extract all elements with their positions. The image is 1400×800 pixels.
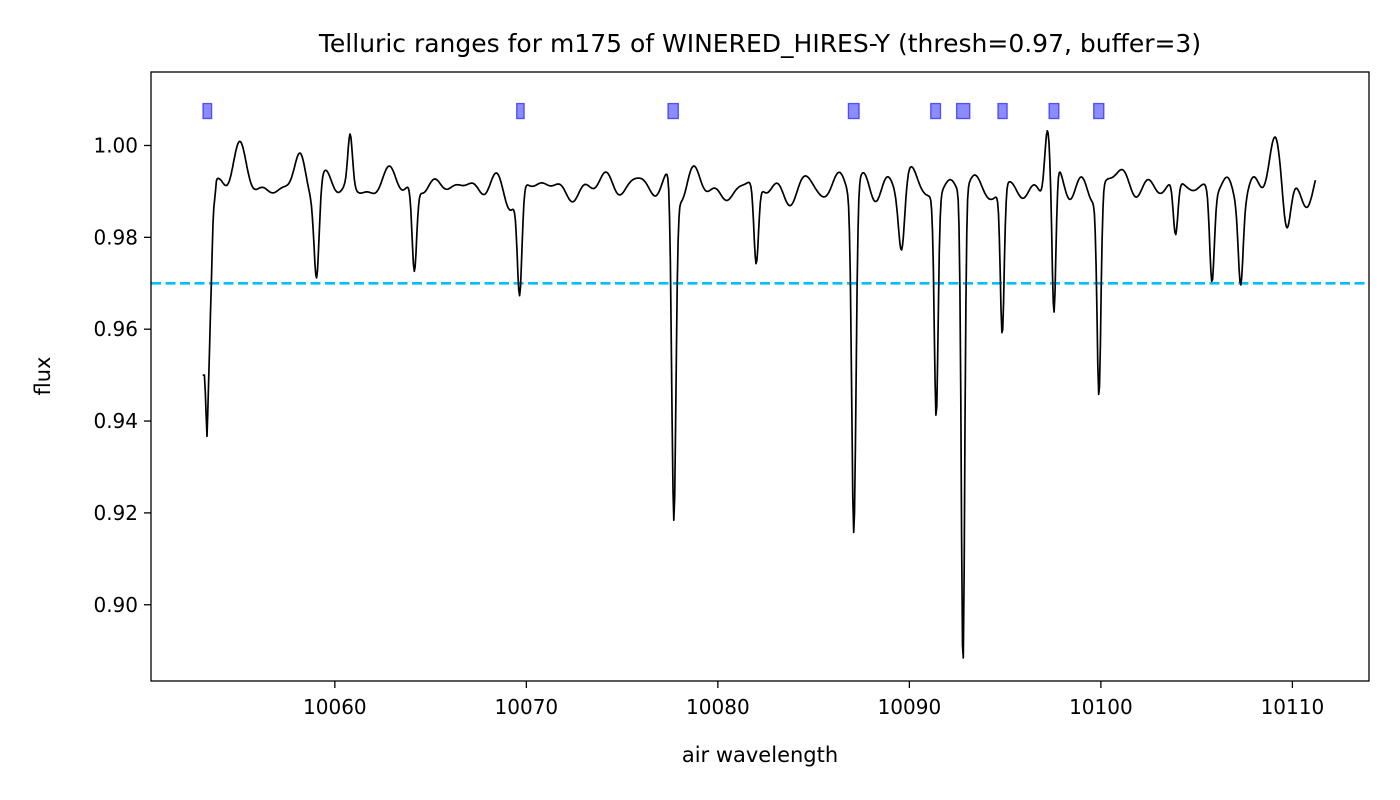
chart-title: Telluric ranges for m175 of WINERED_HIRE… [318, 29, 1201, 58]
x-tick-label: 10060 [303, 695, 367, 719]
x-tick-label: 10100 [1069, 695, 1133, 719]
x-tick-label: 10090 [878, 695, 942, 719]
telluric-range-marker-5 [930, 102, 942, 120]
telluric-range-marker-3 [667, 102, 679, 120]
x-tick-label: 10070 [495, 695, 559, 719]
spectrum-line-1 [202, 129, 1317, 659]
plot-area [151, 102, 1369, 659]
telluric-range-marker-9 [1093, 102, 1105, 120]
x-tick-label: 10110 [1261, 695, 1325, 719]
telluric-range-marker-8 [1048, 102, 1060, 120]
x-tick-label: 10080 [686, 695, 750, 719]
y-tick-label: 0.96 [93, 317, 138, 341]
y-tick-label: 0.92 [93, 501, 138, 525]
x-axis-label: air wavelength [682, 743, 838, 767]
telluric-range-marker-1 [202, 102, 213, 120]
plot-frame [150, 71, 1370, 682]
y-axis-label: flux [31, 357, 55, 396]
y-tick-label: 0.98 [93, 225, 138, 249]
telluric-range-marker-4 [847, 102, 860, 120]
y-tick-label: 1.00 [93, 133, 138, 157]
y-tick-label: 0.90 [93, 593, 138, 617]
telluric-range-marker-6 [955, 102, 971, 120]
y-tick-label: 0.94 [93, 409, 138, 433]
telluric-range-marker-7 [997, 102, 1008, 120]
axis-ticks: 10060 10070 10080 10090 10100 10110 0.90 0.92 0.… [93, 133, 1324, 719]
telluric-range-marker-2 [516, 102, 525, 120]
